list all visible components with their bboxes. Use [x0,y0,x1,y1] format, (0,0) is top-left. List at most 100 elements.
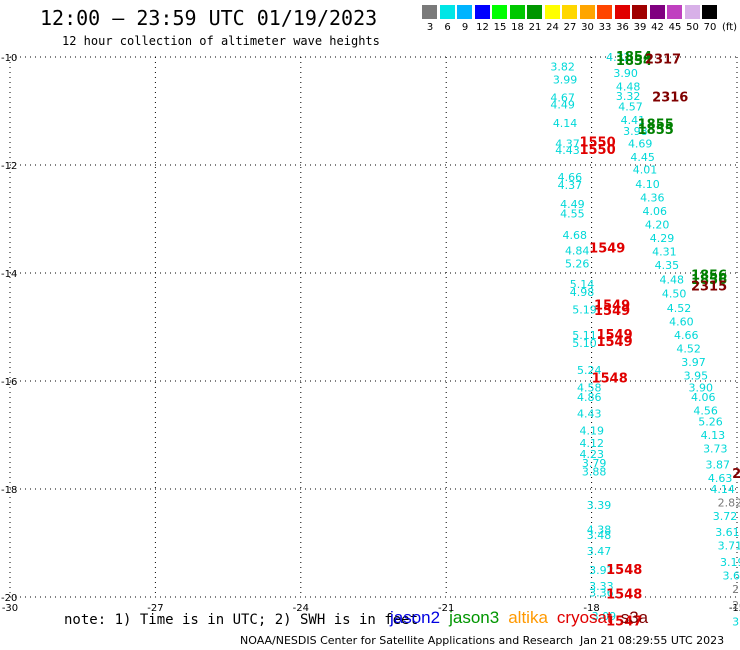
legend-label: 6 [444,22,451,33]
legend-swatch [544,5,560,19]
wave-height-label: 4.50 [662,288,687,301]
wave-height-label: 3.32 [616,90,641,103]
wave-height-label: 4.14 [710,483,735,496]
wave-height-label: 3.47 [587,545,612,558]
legend-swatch [649,5,665,19]
wave-height-label: 4.13 [701,429,726,442]
legend-label: 45 [668,22,682,33]
wave-height-label: 3.33 [589,580,614,593]
wave-height-label: 4.68 [563,229,588,242]
time-label: 1550 [579,135,615,150]
wave-height-label: 3.99 [553,74,578,87]
wave-height-label: 3.88 [582,466,607,479]
legend-label: 30 [581,22,594,33]
wave-height-label: 4.58 [577,381,602,394]
wave-height-label: 3.71 [718,540,740,553]
y-tick-label: -14 [1,269,17,280]
wave-height-label: 3.48 [587,529,612,542]
legend-swatch [457,5,472,19]
wave-height-label: 4.43 [577,407,602,420]
legend-label: 21 [528,22,542,33]
wave-height-label: 4.56 [693,405,718,418]
time-label: 1549 [594,304,630,319]
time-label: 1856 [691,273,727,288]
legend-label: 15 [493,22,507,33]
legend-swatch [527,5,542,19]
time-label: 1549 [589,242,625,257]
wave-height-label: 3.90 [689,381,714,394]
legend-swatch [474,5,490,19]
wave-height-label: 5.24 [577,364,602,377]
x-tick-label: -15 [729,603,740,614]
legend-swatch [509,5,525,19]
wave-height-label: 4.36 [640,191,665,204]
wave-height-label: 4.60 [669,316,694,329]
time-label: 1854 [616,54,652,69]
y-tick-label: -10 [1,53,17,64]
legend-label: 3 [426,22,434,33]
wave-height-label: 3.98 [623,125,648,138]
satellite-jason2: jason2 [390,608,441,627]
wave-height-label: 4.86 [577,391,602,404]
wave-height-label: 3.72 [713,510,738,523]
wave-height-label: 4.32 [606,51,631,64]
x-tick-label: -24 [293,603,309,614]
wave-height-label: 4.52 [676,343,701,356]
generated-timestamp: Jan 21 08:29:55 UTC 2023 [580,634,725,647]
y-tick-label: -16 [1,377,17,388]
wave-height-label: 4.52 [667,302,692,315]
wave-height-label: 2.82 [718,497,740,510]
legend-swatch [562,5,577,19]
wave-height-label: 5.14 [570,278,595,291]
wave-height-label: 4.48 [616,81,641,94]
x-tick-label: -21 [438,603,454,614]
wave-height-label: 4.48 [659,273,684,286]
wave-height-label: 4.12 [579,437,604,450]
legend-swatch [422,5,437,19]
wave-height-label: 4.45 [630,151,655,164]
wave-height-label: 4.69 [628,137,653,150]
legend-label: 9 [461,22,469,33]
wave-height-label: 3.95 [684,370,709,383]
legend-label: 12 [476,22,489,33]
satellite-altika: altika [508,608,548,627]
wave-height-label: 4.57 [618,101,643,114]
wave-height-label: 4.38 [587,524,612,537]
time-label: 2316 [652,91,688,106]
wave-height-label: 5.19 [572,304,597,317]
legend-label: 18 [511,22,524,33]
legend-swatch [702,5,717,19]
time-label: 1548 [592,371,628,386]
wave-height-label: 4.29 [650,232,675,245]
y-tick-label: -12 [1,161,17,172]
legend-swatch [439,5,455,19]
time-label: 1549 [596,328,632,343]
wave-height-label: 4.06 [642,205,667,218]
legend-label: 42 [651,22,664,33]
wave-height-label: 3.67 [722,569,740,582]
time-label: 1854 [616,50,652,65]
satellite-cryosat: cryosat [556,608,612,627]
legend-label: 33 [598,22,612,33]
wave-height-label: 4.19 [579,425,604,438]
wave-height-label: 4.67 [550,92,575,105]
wave-height-label: 3.76 [732,615,740,628]
agency-credit: NOAA/NESDIS Center for Satellite Applica… [240,634,574,647]
wave-height-label: 4.63 [708,472,733,485]
wave-height-label: 3.19 [720,556,740,569]
satellite-legend: jason2 jason3 altika cryosat s3a [390,608,657,628]
wave-height-label: 4.23 [579,448,604,461]
wave-height-label: 4.84 [565,244,590,257]
footer-note: note: 1) Time is in UTC; 2) SWH is in fe… [64,612,419,628]
wave-height-label: 3.61 [715,526,740,539]
time-label: 1855 [638,123,674,138]
legend-label: 24 [546,22,559,33]
legend-label: 36 [616,22,629,33]
time-label: 1856 [691,269,727,284]
legend-swatch [684,5,700,19]
wave-height-label: 3.82 [550,61,575,74]
wave-height-label: 4.10 [635,178,660,191]
wave-height-label: 4.43 [555,144,580,157]
time-label: 1855 [638,118,674,133]
time-label: 1548 [606,563,642,578]
